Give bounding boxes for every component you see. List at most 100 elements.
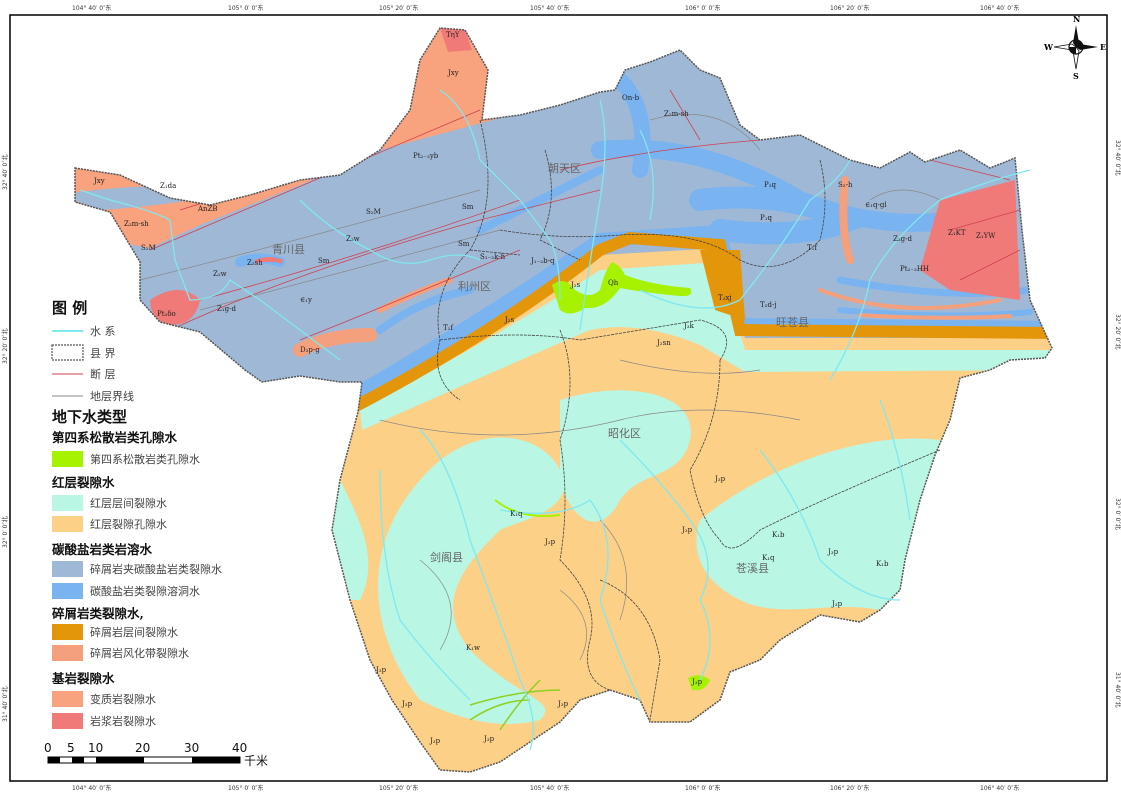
geo-label: K₁q [510, 510, 523, 518]
lon-tick-bottom: 105° 0′ 0″东 [228, 784, 264, 792]
legend-item-label: 变质岩裂隙水 [90, 692, 156, 706]
clastic-interlayer-band [353, 231, 1051, 412]
geo-label: J₃p [557, 700, 569, 708]
geo-label: J₃p [714, 475, 726, 483]
county-label-qingchuan: 青川县 [272, 243, 305, 256]
lat-tick-right: 32° 20′ 0″北 [1114, 314, 1121, 350]
geo-label: J₃p [544, 538, 556, 546]
fault-lines [149, 89, 1021, 341]
legend-item-label: 岩浆岩裂隙水 [90, 714, 156, 728]
legend-strata-label: 地层界线 [90, 389, 134, 403]
geo-label: Pt₂₋₃HH [900, 265, 929, 273]
county-label-jiange: 剑阁县 [430, 550, 463, 564]
geo-label: T₁f [807, 244, 818, 252]
county-label-cangxi: 苍溪县 [736, 562, 769, 575]
legend-swatch [52, 451, 83, 467]
county-label-wangcang: 旺苍县 [776, 316, 809, 329]
geo-label: Pt₃δo [157, 310, 176, 318]
lon-tick-bottom: 104° 40′ 0″东 [72, 784, 111, 792]
geo-label: ∈₁y [300, 296, 312, 304]
compass-w: W [1043, 42, 1054, 52]
geo-label: Pt₂₋₃yb [413, 152, 439, 160]
geo-label: J₂sn [656, 339, 671, 347]
geo-label: T₂d-j [760, 301, 777, 309]
lon-tick-top: 106° 20′ 0″东 [830, 4, 869, 12]
lon-tick-top: 105° 20′ 0″东 [379, 4, 418, 12]
geo-label: J₃k [683, 322, 695, 330]
geo-label: ∈₁q-gl [865, 201, 887, 209]
geo-label: K₁b [772, 531, 785, 539]
geo-label: S₂M [141, 244, 156, 252]
geo-label: Z₁KT [948, 229, 966, 237]
county-label-zhaohua: 昭化区 [608, 426, 641, 440]
geo-label: Sm [318, 257, 330, 265]
geo-label: Qh [608, 279, 619, 287]
red-bed-interlayer-areas [330, 262, 1050, 724]
lon-tick-bottom: 106° 0′ 0″东 [685, 784, 721, 792]
county-labels: 青川县 朝天区 利州区 旺苍县 昭化区 剑阁县 苍溪县 [272, 162, 809, 575]
geo-label: P₁q [760, 214, 773, 222]
latitude-ticks: 32° 40′ 0″北 32° 20′ 0″北 32° 0′ 0″北 31° 4… [1, 140, 1121, 722]
legend-swatch [52, 561, 83, 577]
scale-tick: 20 [135, 741, 150, 755]
legend-swatch [52, 691, 83, 707]
geo-label: Z₂m-sh [664, 110, 689, 118]
lon-tick-top: 105° 40′ 0″东 [530, 4, 569, 12]
geo-label: S₂-h [838, 181, 853, 189]
lon-tick-top: 106° 0′ 0″东 [685, 4, 721, 12]
geologic-unit-labels: TηY Jxy Pt₂₋₃yb Jxy Z₁da AnZB Z₂m-sh S₂M… [93, 31, 996, 745]
legend-group-title: 第四系松散岩类孔隙水 [52, 430, 178, 445]
geo-label: J₃p [375, 666, 387, 674]
legend-title: 图 例 [52, 299, 87, 317]
legend-county-swatch [51, 344, 84, 361]
geo-label: D₃p-g [300, 346, 320, 354]
legend-section-title: 地下水类型 [52, 408, 127, 426]
legend-item-label: 红层裂隙孔隙水 [90, 517, 167, 531]
map-border [9, 14, 1108, 782]
geo-label: Z₁YW [976, 232, 996, 240]
geo-label: Z₁g-d [217, 305, 237, 313]
geo-label: Z₂g-d [893, 235, 913, 243]
lat-tick-left: 32° 40′ 0″北 [1, 154, 9, 190]
scale-unit: 千米 [244, 754, 268, 768]
geo-label: Jxy [93, 177, 105, 185]
lat-tick-left: 31° 40′ 0″北 [1, 686, 9, 722]
geo-label: J₂s [570, 281, 581, 289]
longitude-ticks: 104° 40′ 0″东 105° 0′ 0″东 105° 20′ 0″东 10… [72, 4, 1019, 792]
geo-label: J₂s [504, 316, 515, 324]
legend-county-label: 县 界 [90, 347, 116, 360]
rivers [79, 89, 1031, 751]
geo-label: Jxy [447, 69, 459, 77]
lat-tick-right: 31° 40′ 0″北 [1114, 672, 1121, 708]
geo-label: K₁q [762, 554, 775, 562]
north-arrow-icon: N S W E [1043, 14, 1106, 81]
legend-swatch [52, 495, 83, 511]
geo-label: S₂M [366, 208, 381, 216]
legend-river-label: 水 系 [90, 325, 116, 338]
county-borders[interactable] [437, 119, 941, 721]
magmatic-areas [150, 28, 1020, 325]
geo-label: J₃p [681, 526, 693, 534]
lon-tick-bottom: 106° 20′ 0″东 [830, 784, 869, 792]
legend-group-title: 基岩裂隙水 [51, 671, 115, 686]
scale-tick: 5 [67, 741, 75, 755]
lon-tick-bottom: 105° 40′ 0″东 [530, 784, 569, 792]
scale-tick: 0 [44, 741, 52, 755]
legend-item-label: 碎屑岩风化带裂隙水 [90, 646, 189, 660]
geo-label: AnZB [197, 205, 218, 213]
geo-label: T₁f [443, 324, 454, 332]
legend: 图 例 水 系 县 界 断 层 地层界线 地下水类型 第四系松散岩类孔隙水 第四… [51, 299, 222, 729]
lon-tick-top: 104° 40′ 0″东 [72, 4, 111, 12]
geo-label: P₂q [764, 181, 777, 189]
geo-label: Sm [458, 240, 470, 248]
geo-label: Z₂m-sh [124, 220, 149, 228]
geo-label: T₃xj [718, 294, 732, 302]
legend-item-label: 碳酸盐岩类裂隙溶洞水 [90, 584, 200, 598]
geo-label: J₃p [483, 735, 495, 743]
legend-swatch [52, 713, 83, 729]
legend-item-label: 红层层间裂隙水 [90, 496, 167, 510]
geo-label: S₁₋₂k-h [480, 253, 506, 261]
legend-swatch [52, 645, 83, 661]
geo-label: K₁b [876, 560, 889, 568]
lat-tick-left: 32° 0′ 0″北 [1, 516, 9, 548]
